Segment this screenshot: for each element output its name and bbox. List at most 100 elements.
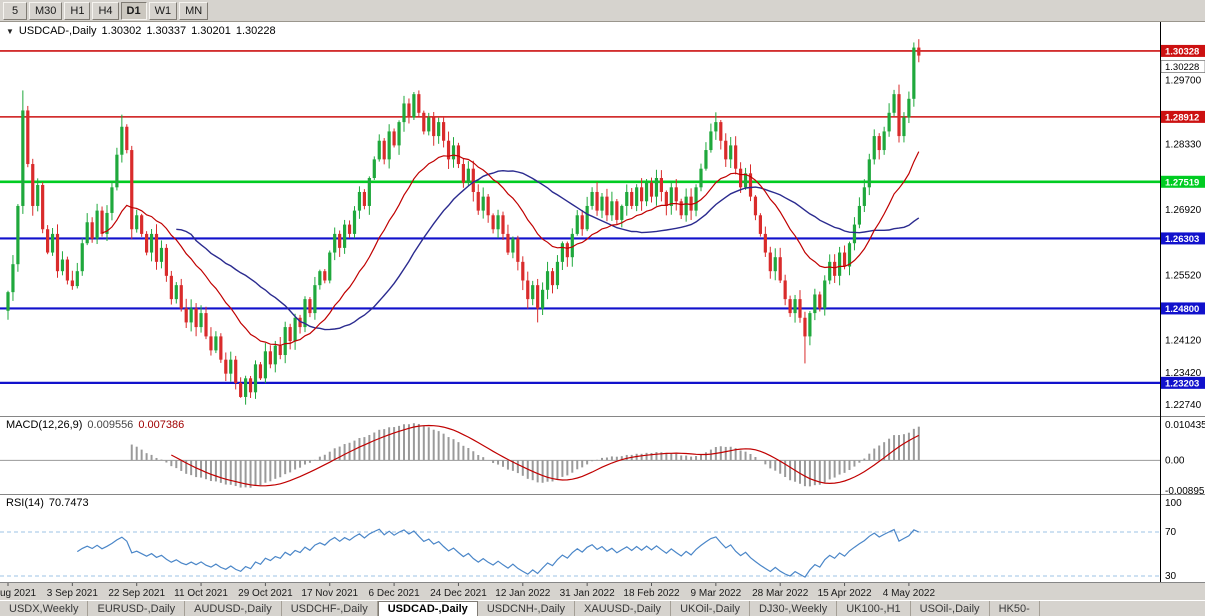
macd-axis-tick: 0.010435 bbox=[1165, 420, 1205, 431]
chart-tab-ukoil-daily[interactable]: UKOil-,Daily bbox=[671, 601, 750, 616]
candle-body bbox=[600, 196, 604, 211]
candle-body bbox=[847, 243, 852, 267]
macd-axis-tick: 0.00 bbox=[1165, 455, 1185, 466]
level-price-badge-text: 1.26303 bbox=[1165, 234, 1199, 245]
candle-body bbox=[298, 317, 302, 328]
candle-body bbox=[164, 247, 168, 276]
candle-body bbox=[694, 187, 698, 211]
candle-body bbox=[219, 336, 223, 360]
chart-tab-dj30-weekly[interactable]: DJ30-,Weekly bbox=[750, 601, 838, 616]
candle-body bbox=[120, 126, 124, 155]
candle-body bbox=[595, 191, 599, 211]
candle-body bbox=[709, 131, 713, 151]
candle-body bbox=[159, 247, 164, 262]
timeframe-button-h1[interactable]: H1 bbox=[64, 1, 91, 20]
price-axis-tick: 1.29700 bbox=[1165, 76, 1202, 87]
candle-body bbox=[743, 173, 748, 188]
chart-tab-hk50-[interactable]: HK50- bbox=[990, 601, 1040, 616]
candle-body bbox=[887, 112, 891, 132]
candle-body bbox=[506, 233, 510, 253]
candle-body bbox=[55, 233, 60, 272]
candle-body bbox=[585, 205, 589, 230]
candle-body bbox=[338, 233, 342, 248]
candle-body bbox=[209, 336, 213, 351]
candle-body bbox=[714, 122, 718, 132]
candle-body bbox=[179, 285, 183, 309]
candle-body bbox=[615, 201, 619, 220]
chart-tab-eurusd-daily[interactable]: EURUSD-,Daily bbox=[88, 601, 186, 616]
candle-body bbox=[536, 285, 540, 309]
candle-body bbox=[16, 205, 20, 265]
candle-body bbox=[679, 201, 683, 216]
level-price-badge bbox=[1161, 232, 1205, 245]
timeframe-button-w1[interactable]: W1 bbox=[148, 1, 178, 20]
chart-tab-usdx-weekly[interactable]: USDX,Weekly bbox=[0, 601, 89, 616]
level-price-badge-text: 1.28912 bbox=[1165, 112, 1199, 123]
current-price-badge-text: 1.30228 bbox=[1165, 62, 1199, 73]
candle-body bbox=[491, 215, 495, 230]
price-axis-tick: 1.26920 bbox=[1165, 205, 1202, 216]
candle-body bbox=[224, 359, 228, 374]
candle-body bbox=[422, 112, 426, 132]
chart-tab-usdcnh-daily[interactable]: USDCNH-,Daily bbox=[478, 601, 576, 616]
candle-body bbox=[11, 264, 15, 293]
candle-body bbox=[526, 280, 530, 300]
timeframe-button-5[interactable]: 5 bbox=[3, 1, 27, 20]
candle-body bbox=[184, 308, 188, 323]
candle-body bbox=[293, 317, 297, 342]
timeframe-button-d1[interactable]: D1 bbox=[120, 1, 147, 20]
candle-body bbox=[867, 159, 871, 188]
candle-body bbox=[80, 243, 84, 272]
candle-body bbox=[46, 229, 50, 253]
candle-body bbox=[95, 210, 99, 239]
collapse-chart-icon[interactable]: ▼ bbox=[6, 26, 14, 36]
candle-body bbox=[778, 257, 782, 281]
candle-body bbox=[461, 164, 465, 183]
level-price-badge bbox=[1161, 110, 1205, 123]
candle-body bbox=[268, 351, 272, 365]
candle-body bbox=[877, 136, 881, 151]
candle-body bbox=[392, 131, 396, 146]
chart-tab-xauusd-daily[interactable]: XAUUSD-,Daily bbox=[575, 601, 672, 616]
candle-body bbox=[412, 94, 416, 118]
candle-body bbox=[234, 359, 238, 383]
candle-body bbox=[288, 327, 292, 342]
candle-body bbox=[308, 299, 312, 314]
candle-body bbox=[145, 233, 149, 253]
candle-body bbox=[684, 196, 688, 216]
time-axis[interactable]: 16 Aug 2021 3 Sep 2021 22 Sep 2021 11 Oct 2… bbox=[0, 583, 935, 599]
timeframe-button-h4[interactable]: H4 bbox=[92, 1, 119, 20]
candle-body bbox=[739, 168, 743, 188]
candle-body bbox=[427, 117, 431, 132]
candle-body bbox=[813, 294, 817, 314]
level-price-badge bbox=[1161, 44, 1205, 57]
candle-body bbox=[516, 238, 520, 262]
candle-body bbox=[620, 205, 624, 220]
candle-body bbox=[456, 145, 461, 165]
candle-body bbox=[862, 187, 866, 206]
candle-body bbox=[580, 215, 584, 230]
chart-tab-audusd-daily[interactable]: AUDUSD-,Daily bbox=[185, 601, 282, 616]
price-chart-canvas[interactable]: 1.29700 1.28330 1.26920 1.25520 1.24120 1.234… bbox=[0, 22, 1205, 600]
candle-body bbox=[649, 182, 654, 197]
chart-tab-usdcad-daily[interactable]: USDCAD-,Daily bbox=[377, 601, 478, 616]
candles-layer bbox=[6, 39, 921, 405]
timeframe-button-m30[interactable]: M30 bbox=[29, 1, 63, 20]
candle-body bbox=[763, 233, 767, 253]
level-price-badge-text: 1.24800 bbox=[1165, 304, 1199, 315]
price-axis[interactable]: 1.29700 1.28330 1.26920 1.25520 1.24120 1.234… bbox=[1160, 44, 1205, 582]
time-axis-label: 11 Oct 2021 bbox=[174, 588, 228, 599]
candle-body bbox=[560, 243, 564, 262]
candle-body bbox=[199, 313, 203, 328]
candle-body bbox=[125, 126, 129, 151]
level-price-badge-text: 1.27519 bbox=[1165, 177, 1199, 188]
timeframe-button-mn[interactable]: MN bbox=[179, 1, 209, 20]
chart-tab-uk100-h1[interactable]: UK100-,H1 bbox=[837, 601, 911, 616]
chart-tab-usdchf-daily[interactable]: USDCHF-,Daily bbox=[282, 601, 378, 616]
price-axis-tick: 1.23420 bbox=[1165, 368, 1202, 379]
candle-body bbox=[471, 168, 475, 192]
candle-body bbox=[253, 364, 258, 393]
chart-tab-usoil-daily[interactable]: USOil-,Daily bbox=[911, 601, 990, 616]
time-axis-band[interactable] bbox=[0, 583, 1205, 600]
candle-body bbox=[372, 159, 376, 179]
